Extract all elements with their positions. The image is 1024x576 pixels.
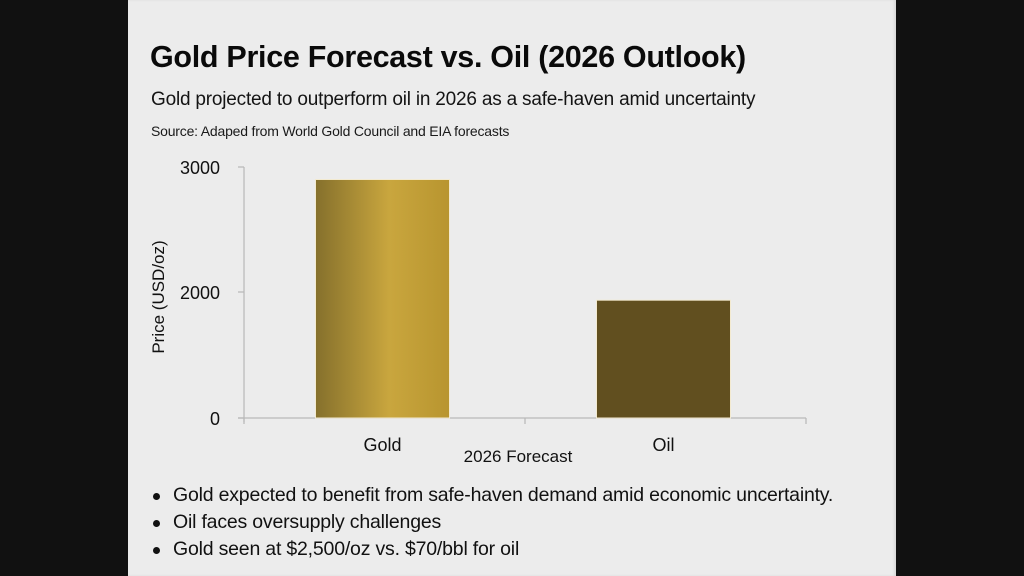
y-axis-label: Price (USD/oz) (149, 240, 168, 353)
bullet-item: Gold seen at $2,500/oz vs. $70/bbl for o… (150, 536, 870, 563)
slide-title: Gold Price Forecast vs. Oil (2026 Outloo… (150, 40, 746, 74)
y-tick-label: 0 (210, 409, 220, 429)
bullet-dot-icon (153, 493, 160, 500)
x-axis-label: 2026 Forecast (464, 447, 573, 466)
y-tick-label: 2000 (180, 283, 220, 303)
x-tick-label: Oil (653, 435, 675, 455)
y-axis: 0 2000 3000 (180, 158, 245, 429)
bullet-list: Gold expected to benefit from safe-haven… (150, 482, 870, 563)
bar-gold (315, 179, 450, 419)
x-tick-label: Gold (363, 435, 401, 455)
bars (315, 179, 731, 419)
slide-subtitle: Gold projected to outperform oil in 2026… (151, 89, 756, 110)
bullet-dot-icon (153, 547, 160, 554)
source-note: Source: Adaped from World Gold Council a… (151, 123, 510, 139)
y-tick-label: 3000 (180, 158, 220, 178)
bullet-dot-icon (153, 520, 160, 527)
bar-oil (596, 299, 731, 419)
bullet-item: Oil faces oversupply challenges (150, 509, 870, 536)
bar-chart: 0 2000 3000 Gold Oil Price (USD/oz) 2026 Fo… (149, 158, 807, 466)
bullet-item: Gold expected to benefit from safe-haven… (150, 482, 870, 509)
slide: Gold Price Forecast vs. Oil (2026 Outloo… (128, 0, 896, 576)
